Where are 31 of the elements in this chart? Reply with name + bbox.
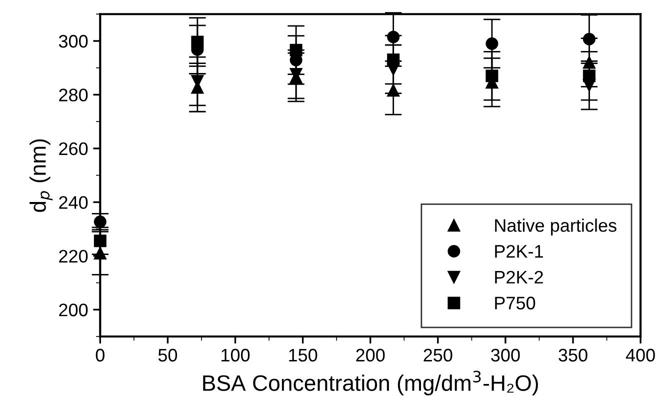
- x-axis-title: BSA Concentration (mg/dm$^{3}$-H₂O): [203, 370, 538, 396]
- point: [387, 54, 400, 66]
- legend-label: Native particles: [495, 218, 616, 236]
- y-tick-label: 280: [59, 88, 88, 102]
- point: [387, 84, 400, 97]
- point: [582, 32, 596, 46]
- point: [582, 70, 596, 82]
- x-tick-label: 150: [289, 348, 318, 362]
- x-tick-label: 400: [626, 348, 655, 362]
- x-tick-label: 0: [96, 348, 104, 362]
- y-tick-label: 220: [59, 250, 88, 263]
- x-tick-label: 100: [222, 348, 250, 362]
- y-axis-title: d$_{p}$ (nm): [30, 139, 53, 212]
- x-tick-label: 250: [424, 348, 452, 362]
- x-tick-label: 300: [491, 348, 520, 362]
- point: [486, 37, 498, 50]
- x-tick-label: 200: [356, 348, 385, 362]
- point: [486, 70, 498, 82]
- point: [191, 36, 204, 48]
- legend-label: P750: [495, 296, 536, 310]
- legend-label: P2K-2: [495, 270, 543, 284]
- y-tick-label: 240: [59, 196, 88, 209]
- y-tick-label: 300: [58, 34, 88, 48]
- point: [290, 44, 302, 56]
- y-tick-label: 200: [59, 304, 88, 316]
- y-tick-label: 260: [59, 142, 88, 156]
- point: [582, 56, 596, 69]
- x-tick-label: 50: [158, 348, 178, 362]
- point: [387, 30, 400, 44]
- legend-label: P2K-1: [495, 244, 543, 258]
- x-tick-label: 350: [558, 348, 588, 362]
